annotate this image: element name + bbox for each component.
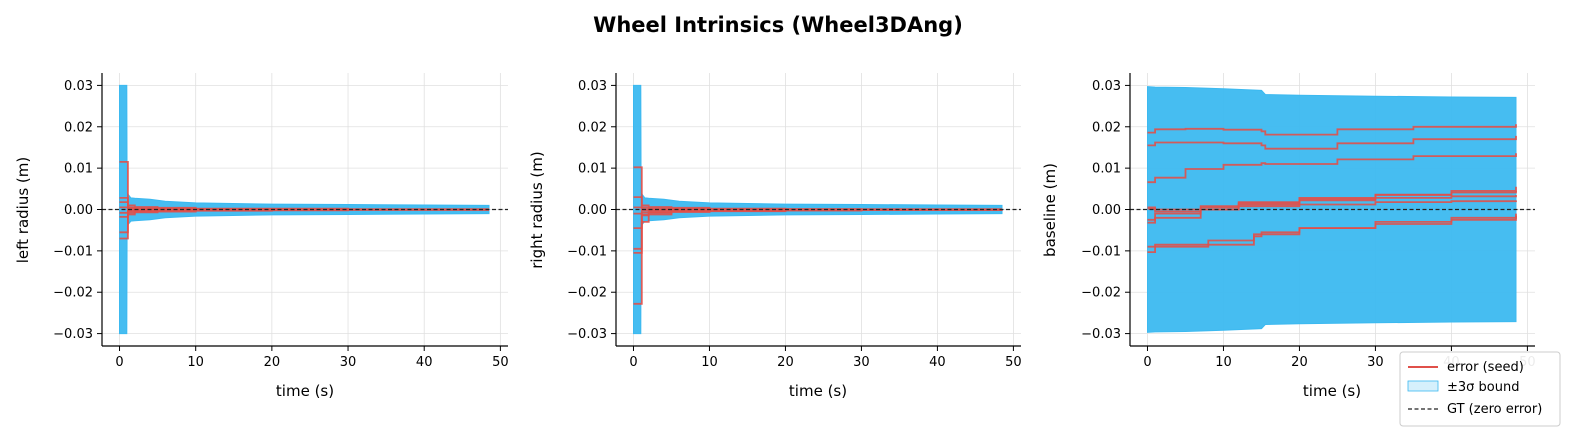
ytick-label-right: −0.03: [567, 327, 607, 342]
legend-label-bound: ±3σ bound: [1447, 380, 1519, 395]
plot-layer-baseline: 010203040500.030.020.010.00−0.01−0.02−0.…: [1081, 73, 1536, 370]
xtick-label-left: 50: [492, 355, 509, 370]
ytick-label-left: −0.02: [53, 286, 93, 301]
figure-title: Wheel Intrinsics (Wheel3DAng): [593, 13, 963, 37]
ytick-label-right: 0.00: [578, 203, 607, 218]
xtick-label-right: 40: [929, 355, 946, 370]
xlabel-left: time (s): [276, 382, 334, 400]
ylabel-right: right radius (m): [528, 151, 546, 268]
ylabel-left: left radius (m): [14, 157, 32, 264]
xtick-label-right: 0: [629, 355, 637, 370]
ytick-label-baseline: −0.01: [1081, 244, 1121, 259]
ytick-label-left: −0.01: [53, 244, 93, 259]
ytick-label-baseline: −0.02: [1081, 286, 1121, 301]
ytick-label-left: 0.00: [64, 203, 93, 218]
panel-right-radius: 0 10 20 30 40 50 0.03 0.02 0.01 0.00 −0.01 −0.02 −0.…: [528, 73, 1022, 400]
error-series-baseline-2: [1147, 153, 1517, 184]
xtick-label-right: 10: [701, 355, 718, 370]
error-series-baseline-1: [1147, 135, 1517, 150]
xtick-label-left: 40: [416, 355, 433, 370]
xtick-label-left: 20: [264, 355, 281, 370]
error-series-baseline-8: [1147, 215, 1517, 248]
legend-label-gt: GT (zero error): [1447, 402, 1542, 417]
xtick-label-left: 30: [340, 355, 357, 370]
ytick-label-baseline: 0.00: [1092, 203, 1121, 218]
ytick-label-baseline: −0.03: [1081, 327, 1121, 342]
ytick-label-baseline: 0.02: [1092, 120, 1121, 135]
plot-layer-right: 0 10 20 30 40 50 0.03 0.02 0.01 0.00 −0.01 −0.02 −0.…: [567, 73, 1022, 370]
xtick-label-baseline: 20: [1291, 355, 1308, 370]
legend-swatch-bound: [1407, 380, 1439, 392]
panel-baseline: 010203040500.030.020.010.00−0.01−0.02−0.…: [1041, 73, 1536, 400]
xtick-label-baseline: 30: [1367, 355, 1384, 370]
ytick-label-right: 0.03: [578, 79, 607, 94]
error-series-baseline-0: [1147, 124, 1517, 136]
ytick-label-left: −0.03: [53, 327, 93, 342]
legend-frame: [1399, 351, 1561, 427]
error-series-right-7: [633, 209, 1002, 305]
ytick-label-right: 0.02: [578, 120, 607, 135]
legend-label-error: error (seed): [1447, 360, 1524, 375]
xtick-label-left: 0: [115, 355, 123, 370]
ytick-label-left: 0.01: [64, 162, 93, 177]
xtick-label-baseline: 10: [1215, 355, 1232, 370]
ytick-label-baseline: 0.01: [1092, 162, 1121, 177]
ytick-label-left: 0.02: [64, 120, 93, 135]
xtick-label-right: 20: [777, 355, 794, 370]
xtick-label-right: 50: [1005, 355, 1022, 370]
legend: error (seed) ±3σ bound GT (zero error): [1399, 351, 1561, 427]
xlabel-right: time (s): [789, 382, 847, 400]
xtick-label-right: 30: [853, 355, 870, 370]
ylabel-baseline: baseline (m): [1041, 163, 1059, 257]
plot-layer-left: 0 10 20 30 40 50 0.03 0.02 0.01 0.00 −0.01 −0.02 −0.…: [53, 73, 509, 370]
ytick-label-left: 0.03: [64, 79, 93, 94]
ytick-label-right: −0.02: [567, 286, 607, 301]
panel-left-radius: 0 10 20 30 40 50 0.03 0.02 0.01 0.00 −0.01 −0.02 −0.…: [14, 73, 509, 400]
error-series-left-7: [119, 209, 489, 240]
ytick-label-right: 0.01: [578, 162, 607, 177]
error-series-baseline-6: [1147, 200, 1517, 224]
xtick-label-baseline: 0: [1143, 355, 1151, 370]
ytick-label-right: −0.01: [567, 244, 607, 259]
xlabel-baseline: time (s): [1303, 382, 1361, 400]
ytick-label-baseline: 0.03: [1092, 79, 1121, 94]
xtick-label-left: 10: [187, 355, 204, 370]
